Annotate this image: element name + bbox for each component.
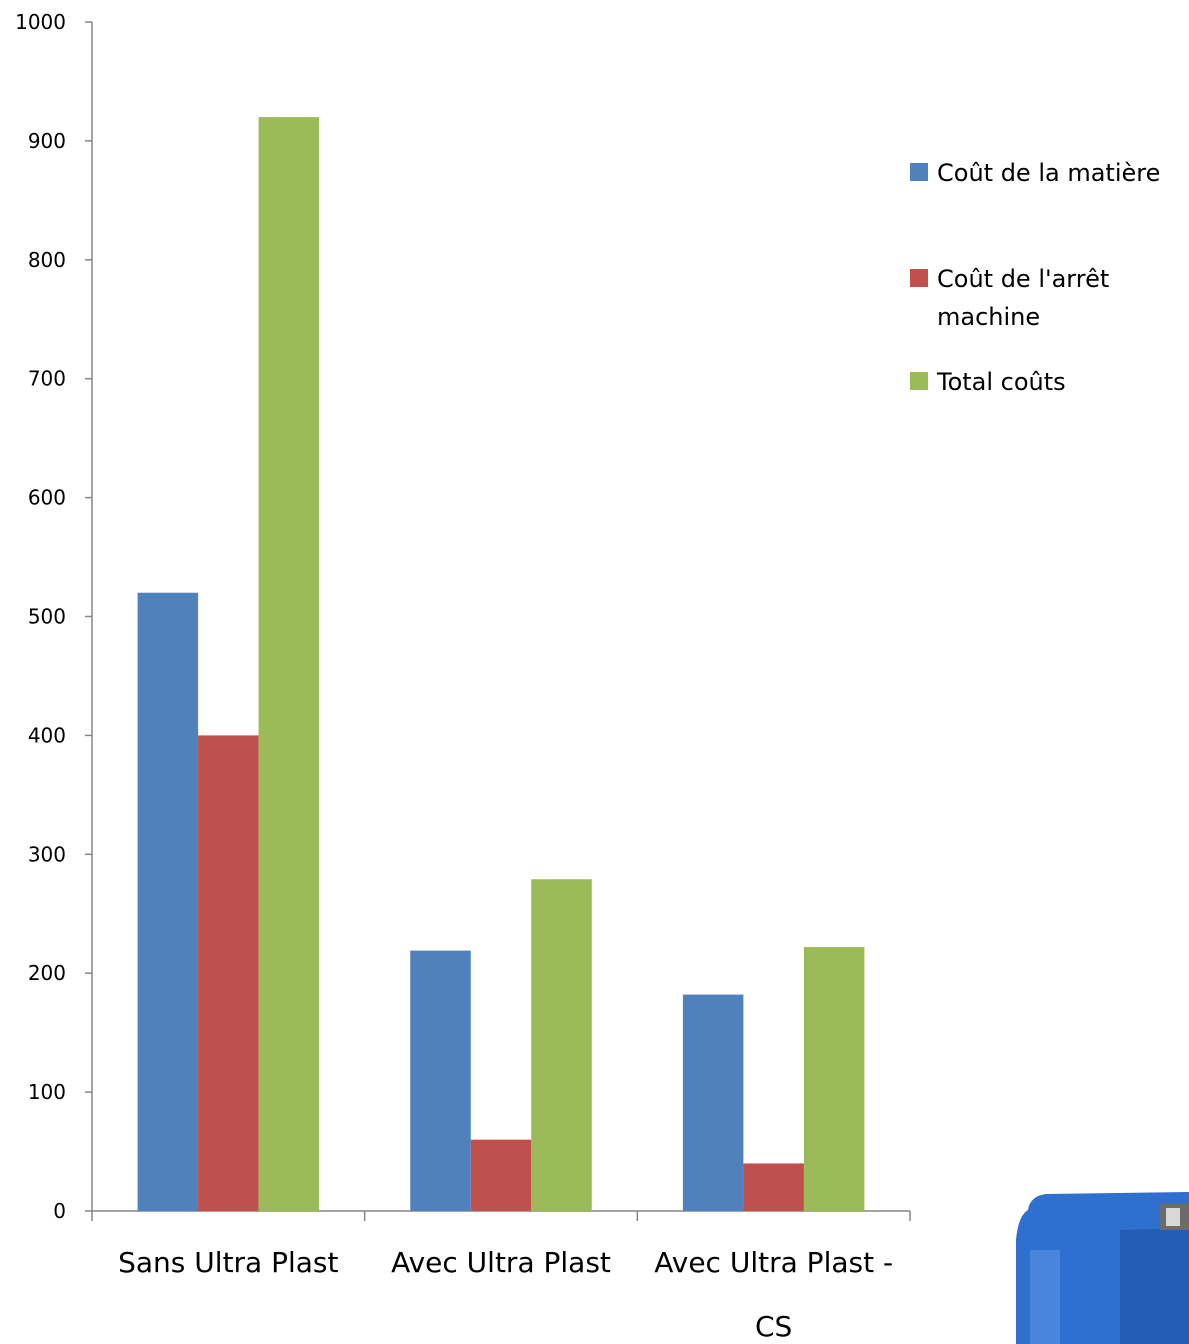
y-tick-label: 1000: [15, 10, 66, 34]
chart-category-labels: Sans Ultra Plast Avec Ultra Plast Avec Ult…: [118, 1246, 893, 1343]
y-tick-label: 100: [28, 1080, 66, 1104]
x-category-label: CS: [755, 1310, 792, 1343]
y-tick-label: 800: [28, 248, 66, 272]
y-tick-label: 700: [28, 367, 66, 391]
bar-2-3: [743, 1163, 804, 1211]
y-tick-label: 600: [28, 486, 66, 510]
y-tick-label: 0: [53, 1199, 66, 1223]
bar-2-1: [198, 735, 259, 1211]
legend-label: Coût de la matière: [937, 159, 1160, 187]
y-tick-label: 300: [28, 842, 66, 866]
y-tick-label: 200: [28, 961, 66, 985]
legend-label: Coût de l'arrêt: [937, 265, 1109, 293]
legend-label: machine: [937, 303, 1040, 331]
bar-2-2: [470, 1139, 532, 1211]
y-tick-label: 400: [28, 723, 66, 747]
x-category-label: Avec Ultra Plast: [391, 1246, 611, 1279]
bar-3-2: [531, 879, 592, 1211]
legend-label: Total coûts: [936, 368, 1066, 396]
bar-1-2: [410, 950, 471, 1211]
y-tick-label: 900: [28, 129, 66, 153]
bar-3-1: [258, 117, 320, 1212]
jerrycan-highlight: [1030, 1250, 1060, 1344]
bar-1-1: [137, 592, 199, 1211]
y-tick-label: 500: [28, 605, 66, 629]
jerrycan-shade: [1120, 1228, 1189, 1344]
chart-tick-labels: 0 100 200 300 400 500 600 700 800 900 1000: [15, 10, 66, 1223]
x-category-label: Avec Ultra Plast -: [654, 1246, 893, 1279]
chart-bars: [137, 117, 865, 1212]
legend-swatch: [910, 163, 928, 181]
jerrycan-cap-inner: [1166, 1208, 1180, 1226]
jerrycan-image: [1016, 1192, 1189, 1344]
legend-swatch: [910, 372, 928, 390]
bar-3-3: [803, 947, 865, 1211]
chart-legend: Coût de la matière Coût de l'arrêt machine…: [910, 159, 1160, 396]
x-category-label: Sans Ultra Plast: [118, 1246, 338, 1279]
legend-swatch: [910, 269, 928, 287]
bar-1-3: [682, 994, 744, 1211]
